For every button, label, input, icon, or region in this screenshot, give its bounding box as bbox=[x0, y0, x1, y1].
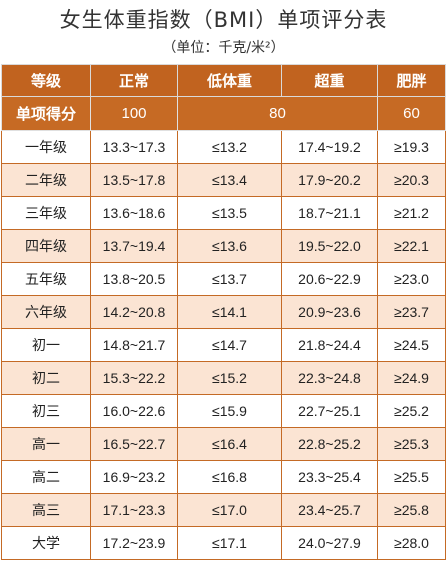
table-row: 六年级 14.2~20.8 ≤14.1 20.9~23.6 ≥23.7 bbox=[1, 295, 446, 329]
cell-overweight: 21.8~24.4 bbox=[281, 328, 378, 362]
cell-grade: 四年级 bbox=[1, 229, 91, 263]
cell-grade: 初二 bbox=[1, 361, 91, 395]
cell-grade: 初一 bbox=[1, 328, 91, 362]
table-row: 大学 17.2~23.9 ≤17.1 24.0~27.9 ≥28.0 bbox=[1, 526, 446, 560]
header-row: 等级 正常 低体重 超重 肥胖 bbox=[1, 64, 446, 97]
cell-normal: 14.8~21.7 bbox=[90, 328, 178, 362]
cell-obese: ≥23.7 bbox=[377, 295, 446, 329]
cell-obese: ≥25.8 bbox=[377, 493, 446, 527]
unit-subtitle: （单位：千克/米²） bbox=[162, 40, 285, 56]
cell-obese: ≥22.1 bbox=[377, 229, 446, 263]
header-normal: 正常 bbox=[90, 64, 178, 97]
cell-obese: ≥25.3 bbox=[377, 427, 446, 461]
score-under-over: 80 bbox=[177, 96, 378, 131]
cell-grade: 高三 bbox=[1, 493, 91, 527]
cell-overweight: 20.6~22.9 bbox=[281, 262, 378, 296]
cell-underweight: ≤14.1 bbox=[177, 295, 282, 329]
cell-grade: 初三 bbox=[1, 394, 91, 428]
cell-obese: ≥24.9 bbox=[377, 361, 446, 395]
table-row: 二年级 13.5~17.8 ≤13.4 17.9~20.2 ≥20.3 bbox=[1, 163, 446, 197]
cell-grade: 高一 bbox=[1, 427, 91, 461]
cell-normal: 13.3~17.3 bbox=[90, 130, 178, 164]
score-obese: 60 bbox=[377, 96, 446, 131]
cell-underweight: ≤17.0 bbox=[177, 493, 282, 527]
bmi-score-table: 等级 正常 低体重 超重 肥胖 单项得分 100 80 60 一年级 13.3~1… bbox=[1, 64, 446, 560]
cell-obese: ≥24.5 bbox=[377, 328, 446, 362]
cell-underweight: ≤15.9 bbox=[177, 394, 282, 428]
cell-overweight: 22.8~25.2 bbox=[281, 427, 378, 461]
cell-overweight: 17.9~20.2 bbox=[281, 163, 378, 197]
table-row: 五年级 13.8~20.5 ≤13.7 20.6~22.9 ≥23.0 bbox=[1, 262, 446, 296]
cell-grade: 二年级 bbox=[1, 163, 91, 197]
cell-grade: 一年级 bbox=[1, 130, 91, 164]
table-row: 初二 15.3~22.2 ≤15.2 22.3~24.8 ≥24.9 bbox=[1, 361, 446, 395]
cell-underweight: ≤16.8 bbox=[177, 460, 282, 494]
cell-overweight: 18.7~21.1 bbox=[281, 196, 378, 230]
score-row-label: 单项得分 bbox=[1, 96, 91, 131]
cell-normal: 13.6~18.6 bbox=[90, 196, 178, 230]
cell-overweight: 23.3~25.4 bbox=[281, 460, 378, 494]
cell-obese: ≥20.3 bbox=[377, 163, 446, 197]
header-overweight: 超重 bbox=[281, 64, 378, 97]
cell-overweight: 23.4~25.7 bbox=[281, 493, 378, 527]
table-row: 初一 14.8~21.7 ≤14.7 21.8~24.4 ≥24.5 bbox=[1, 328, 446, 362]
cell-obese: ≥25.2 bbox=[377, 394, 446, 428]
cell-overweight: 17.4~19.2 bbox=[281, 130, 378, 164]
cell-normal: 13.5~17.8 bbox=[90, 163, 178, 197]
header-underweight: 低体重 bbox=[177, 64, 282, 97]
table-row: 初三 16.0~22.6 ≤15.9 22.7~25.1 ≥25.2 bbox=[1, 394, 446, 428]
cell-overweight: 19.5~22.0 bbox=[281, 229, 378, 263]
score-normal: 100 bbox=[90, 96, 178, 131]
table-row: 高一 16.5~22.7 ≤16.4 22.8~25.2 ≥25.3 bbox=[1, 427, 446, 461]
cell-underweight: ≤17.1 bbox=[177, 526, 282, 560]
table-row: 四年级 13.7~19.4 ≤13.6 19.5~22.0 ≥22.1 bbox=[1, 229, 446, 263]
cell-underweight: ≤13.4 bbox=[177, 163, 282, 197]
cell-obese: ≥19.3 bbox=[377, 130, 446, 164]
table-row: 三年级 13.6~18.6 ≤13.5 18.7~21.1 ≥21.2 bbox=[1, 196, 446, 230]
cell-normal: 13.7~19.4 bbox=[90, 229, 178, 263]
score-row: 单项得分 100 80 60 bbox=[1, 96, 446, 131]
cell-normal: 15.3~22.2 bbox=[90, 361, 178, 395]
cell-obese: ≥25.5 bbox=[377, 460, 446, 494]
cell-normal: 16.9~23.2 bbox=[90, 460, 178, 494]
cell-overweight: 20.9~23.6 bbox=[281, 295, 378, 329]
cell-underweight: ≤16.4 bbox=[177, 427, 282, 461]
cell-normal: 17.2~23.9 bbox=[90, 526, 178, 560]
cell-obese: ≥21.2 bbox=[377, 196, 446, 230]
cell-grade: 三年级 bbox=[1, 196, 91, 230]
cell-normal: 14.2~20.8 bbox=[90, 295, 178, 329]
cell-obese: ≥28.0 bbox=[377, 526, 446, 560]
cell-grade: 五年级 bbox=[1, 262, 91, 296]
cell-grade: 六年级 bbox=[1, 295, 91, 329]
header-grade: 等级 bbox=[1, 64, 91, 97]
page-title: 女生体重指数（BMI）单项评分表 bbox=[59, 8, 388, 32]
cell-normal: 16.0~22.6 bbox=[90, 394, 178, 428]
cell-underweight: ≤14.7 bbox=[177, 328, 282, 362]
cell-normal: 13.8~20.5 bbox=[90, 262, 178, 296]
table-row: 一年级 13.3~17.3 ≤13.2 17.4~19.2 ≥19.3 bbox=[1, 130, 446, 164]
cell-grade: 大学 bbox=[1, 526, 91, 560]
cell-normal: 16.5~22.7 bbox=[90, 427, 178, 461]
table-row: 高二 16.9~23.2 ≤16.8 23.3~25.4 ≥25.5 bbox=[1, 460, 446, 494]
cell-underweight: ≤13.6 bbox=[177, 229, 282, 263]
cell-underweight: ≤15.2 bbox=[177, 361, 282, 395]
header-obese: 肥胖 bbox=[377, 64, 446, 97]
cell-underweight: ≤13.5 bbox=[177, 196, 282, 230]
cell-underweight: ≤13.2 bbox=[177, 130, 282, 164]
cell-underweight: ≤13.7 bbox=[177, 262, 282, 296]
cell-overweight: 22.3~24.8 bbox=[281, 361, 378, 395]
table-row: 高三 17.1~23.3 ≤17.0 23.4~25.7 ≥25.8 bbox=[1, 493, 446, 527]
cell-obese: ≥23.0 bbox=[377, 262, 446, 296]
cell-normal: 17.1~23.3 bbox=[90, 493, 178, 527]
cell-grade: 高二 bbox=[1, 460, 91, 494]
cell-overweight: 24.0~27.9 bbox=[281, 526, 378, 560]
cell-overweight: 22.7~25.1 bbox=[281, 394, 378, 428]
